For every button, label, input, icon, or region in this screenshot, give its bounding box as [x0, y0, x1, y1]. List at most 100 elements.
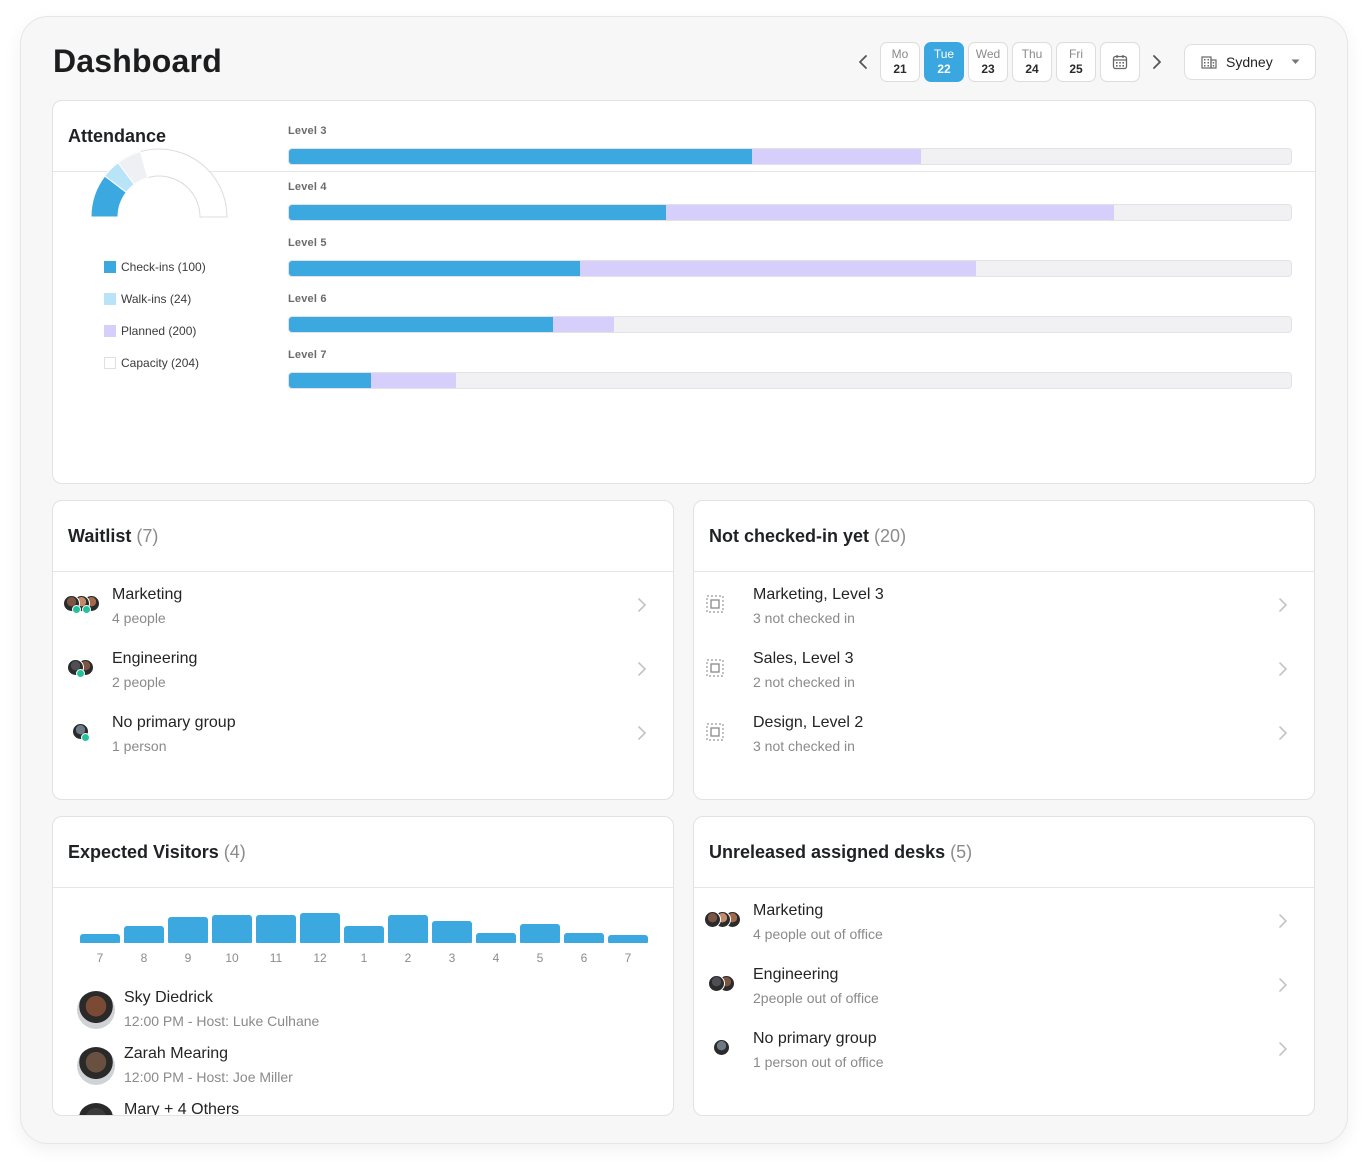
visitor-hour-tick: 4 — [492, 951, 500, 965]
location-select[interactable]: Sydney — [1184, 44, 1316, 80]
attendance-card: Attendance Check-ins (100) Walk-ins (24) P… — [52, 100, 1316, 484]
list-item[interactable]: Marketing 4 people — [53, 573, 673, 637]
visitor-hour-bar — [388, 915, 428, 943]
day-date: 22 — [937, 62, 951, 76]
list-item[interactable]: No primary group 1 person out of office — [694, 1017, 1314, 1081]
calendar-button[interactable] — [1100, 42, 1140, 82]
chevron-right-icon — [1279, 1042, 1288, 1056]
level-label: Level 5 — [288, 237, 327, 249]
list-item-subtitle: 1 person out of office — [753, 1054, 884, 1070]
day-tue[interactable]: Tue 22 — [924, 42, 964, 82]
level-label: Level 4 — [288, 181, 327, 193]
chevron-right-icon — [1279, 914, 1288, 928]
list-item-title: Engineering — [753, 966, 839, 983]
chevron-right-icon — [1153, 55, 1161, 69]
list-item-subtitle: 3 not checked in — [753, 610, 855, 626]
visitor-hour-tick: 11 — [269, 951, 283, 965]
legend-label: Planned (200) — [121, 324, 197, 338]
not-checked-in-list: Marketing, Level 3 3 not checked in Sales,… — [694, 573, 1314, 765]
visitor-item[interactable]: Mary + 4 Others — [77, 1101, 637, 1116]
not-checked-in-header: Not checked-in yet (20) — [694, 501, 1314, 572]
desk-icon — [706, 723, 724, 741]
list-item-subtitle: 1 person — [112, 738, 167, 754]
day-name: Fri — [1069, 47, 1083, 61]
level-row: Level 4 — [288, 181, 1292, 237]
checked-in-icon — [72, 605, 81, 614]
list-item[interactable]: Sales, Level 3 2 not checked in — [694, 637, 1314, 701]
list-item[interactable]: Engineering 2people out of office — [694, 953, 1314, 1017]
prev-week-button[interactable] — [854, 51, 874, 73]
day-thu[interactable]: Thu 24 — [1012, 42, 1052, 82]
level-bar-track — [288, 260, 1292, 277]
visitor-hour-bar — [608, 935, 648, 943]
list-item-icon — [704, 1037, 746, 1061]
waitlist-header: Waitlist (7) — [53, 501, 673, 572]
waitlist-card: Waitlist (7) Marketing 4 people Engineerin… — [52, 500, 674, 800]
legend-label: Capacity (204) — [121, 356, 200, 370]
legend-swatch — [104, 357, 116, 369]
visitor-hour-tick: 12 — [313, 951, 327, 965]
visitors-title: Expected Visitors — [68, 841, 219, 862]
list-item-subtitle: 2 people — [112, 674, 166, 690]
not-checked-in-card: Not checked-in yet (20) Marketing, Level… — [693, 500, 1315, 800]
day-mo[interactable]: Mo 21 — [880, 42, 920, 82]
visitor-hour-bar — [212, 915, 252, 943]
list-item-title: No primary group — [112, 714, 236, 731]
desk-icon — [706, 595, 724, 613]
visitor-name: Mary + 4 Others — [124, 1101, 240, 1116]
day-name: Wed — [975, 47, 1001, 61]
list-item-icon — [704, 973, 746, 997]
list-item-title: Marketing — [112, 586, 183, 603]
level-label: Level 6 — [288, 293, 327, 305]
list-item[interactable]: Design, Level 2 3 not checked in — [694, 701, 1314, 765]
list-item[interactable]: Marketing 4 people out of office — [694, 889, 1314, 953]
list-item[interactable]: No primary group 1 person — [53, 701, 673, 765]
level-bar-track — [288, 148, 1292, 165]
visitor-item[interactable]: Zarah Mearing 12:00 PM - Host: Joe Miller — [77, 1045, 637, 1095]
desk-icon — [706, 659, 724, 677]
checked-in-icon — [81, 733, 90, 742]
visitor-avatar — [77, 1103, 115, 1115]
legend-swatch — [104, 261, 116, 273]
list-item-subtitle: 4 people — [112, 610, 166, 626]
not-checked-in-title: Not checked-in yet — [709, 525, 870, 546]
unreleased-count: (5) — [950, 841, 973, 862]
chevron-left-icon — [859, 55, 867, 69]
list-item-subtitle: 3 not checked in — [753, 738, 855, 754]
visitor-item[interactable]: Sky Diedrick 12:00 PM - Host: Luke Culhan… — [77, 989, 637, 1039]
level-bar-checkins — [289, 261, 580, 276]
day-date: 24 — [1025, 62, 1039, 76]
visitor-hour-tick: 1 — [360, 951, 368, 965]
visitor-hour-bar — [432, 921, 472, 943]
list-item-icon — [63, 593, 105, 617]
day-fri[interactable]: Fri 25 — [1056, 42, 1096, 82]
visitors-header: Expected Visitors (4) — [53, 817, 673, 888]
legend-item: Planned (200) — [104, 315, 206, 347]
visitor-hour-tick: 10 — [225, 951, 239, 965]
visitor-hour-tick: 6 — [580, 951, 588, 965]
visitor-hour-tick: 3 — [448, 951, 456, 965]
visitor-hour-bar — [168, 917, 208, 943]
legend-swatch — [104, 325, 116, 337]
chevron-right-icon — [638, 726, 647, 740]
chevron-right-icon — [1279, 978, 1288, 992]
legend-item: Walk-ins (24) — [104, 283, 206, 315]
waitlist-list: Marketing 4 people Engineering 2 people No p… — [53, 573, 673, 765]
unreleased-header: Unreleased assigned desks (5) — [694, 817, 1314, 888]
level-row: Level 7 — [288, 349, 1292, 405]
legend-item: Capacity (204) — [104, 347, 206, 379]
day-wed[interactable]: Wed 23 — [968, 42, 1008, 82]
attendance-title: Attendance — [68, 125, 167, 146]
level-label: Level 7 — [288, 349, 327, 361]
visitor-hour-bar — [80, 934, 120, 943]
visitor-hour-bar — [124, 926, 164, 943]
list-item-title: Design, Level 2 — [753, 714, 864, 731]
waitlist-count: (7) — [136, 525, 159, 546]
visitor-hour-bar — [344, 926, 384, 943]
day-name: Mo — [891, 47, 909, 61]
legend-label: Check-ins (100) — [121, 260, 206, 274]
visitor-hour-bar — [256, 915, 296, 943]
next-week-button[interactable] — [1146, 51, 1166, 73]
list-item[interactable]: Marketing, Level 3 3 not checked in — [694, 573, 1314, 637]
list-item[interactable]: Engineering 2 people — [53, 637, 673, 701]
